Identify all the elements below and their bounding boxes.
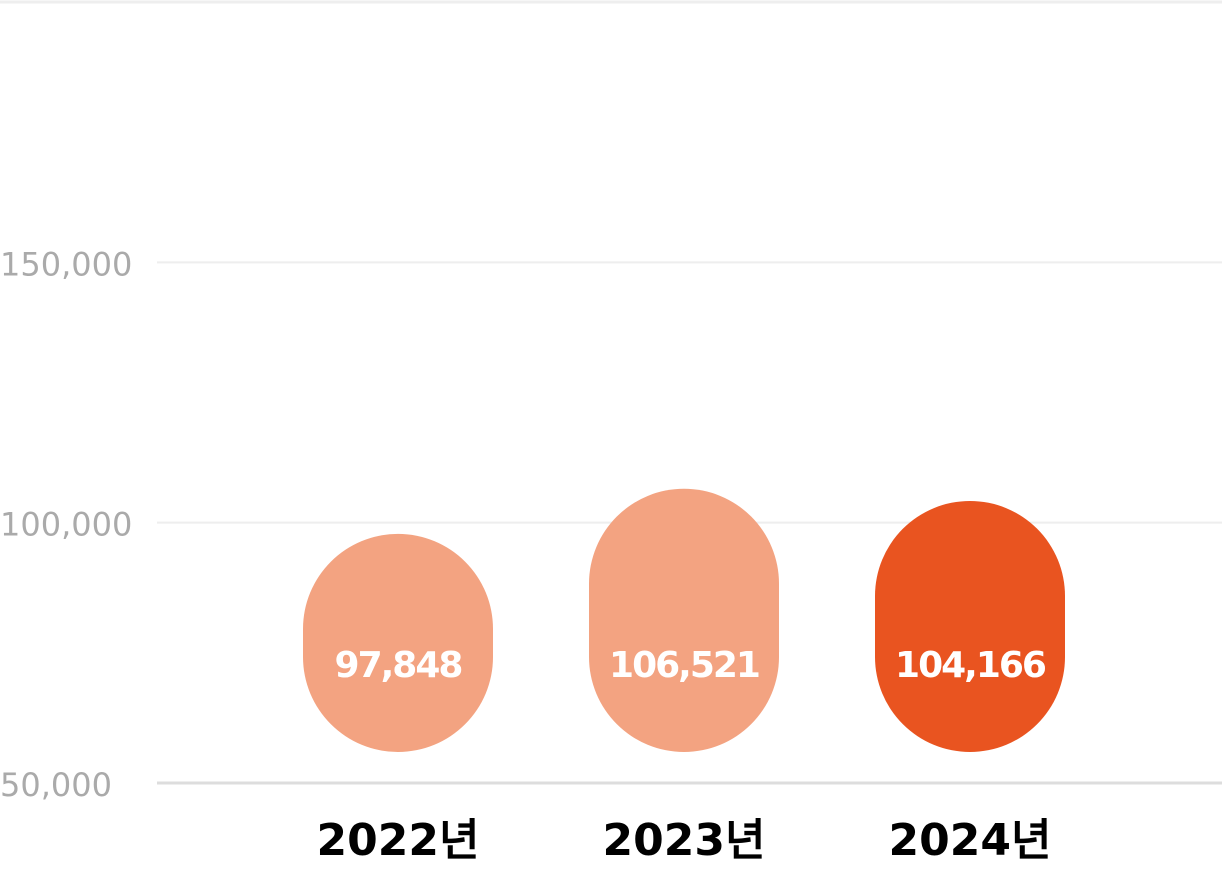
y-tick-label: 50,000 — [0, 766, 112, 804]
x-tick-label: 2023년 — [603, 815, 766, 866]
value-label: 97,848 — [335, 645, 462, 686]
y-tick-label: 100,000 — [0, 506, 132, 544]
x-tick-label: 2024년 — [889, 815, 1052, 866]
x-tick-label: 2022년 — [317, 815, 480, 866]
y-tick-label: 150,000 — [0, 245, 132, 283]
bar — [875, 500, 1065, 752]
bar — [303, 533, 493, 752]
value-label: 106,521 — [609, 645, 759, 686]
value-label: 104,166 — [895, 645, 1046, 686]
bar — [589, 488, 779, 752]
